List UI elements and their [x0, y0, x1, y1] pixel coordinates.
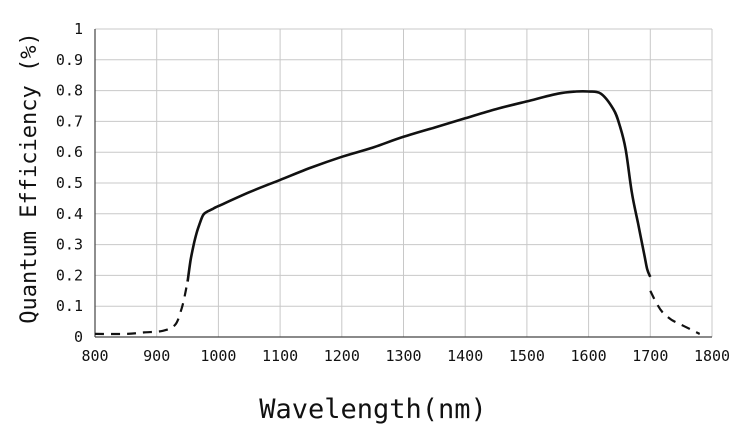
- dashed-series-line-2: [649, 290, 701, 335]
- axes: [94, 29, 712, 338]
- series-group: [94, 89, 701, 336]
- y-tick-label: 0.7: [56, 112, 83, 130]
- y-tick-label: 0.2: [56, 266, 83, 284]
- x-tick-label: 1200: [324, 347, 360, 365]
- x-tick-label: 1800: [694, 347, 730, 365]
- y-tick-label: 0.1: [56, 297, 83, 315]
- x-tick-label: 1600: [571, 347, 607, 365]
- solid-series-line: [186, 89, 652, 282]
- x-tick-label: 1300: [385, 347, 421, 365]
- dashed-series-line-1: [94, 281, 189, 336]
- x-tick-label: 1100: [262, 347, 298, 365]
- y-tick-label: 0.3: [56, 236, 83, 254]
- x-tick-label: 1500: [509, 347, 545, 365]
- y-tick-label: 0.6: [56, 143, 83, 161]
- y-axis-title: Quantum Efficiency (%): [17, 32, 42, 323]
- tick-labels: 800 900 1000 1100 1200 1300 1400 1500 1600 1700 18…: [56, 20, 730, 365]
- x-axis-title: Wavelength(nm): [259, 394, 487, 425]
- x-tick-label: 1000: [200, 347, 236, 365]
- grid: [95, 28, 713, 337]
- x-tick-label: 900: [143, 347, 170, 365]
- x-tick-label: 800: [81, 347, 108, 365]
- x-tick-label: 1700: [632, 347, 668, 365]
- y-tick-label: 0: [74, 328, 83, 346]
- y-tick-label: 0.4: [56, 205, 83, 223]
- y-tick-label: 1: [74, 20, 83, 38]
- x-tick-label: 1400: [447, 347, 483, 365]
- y-tick-label: 0.5: [56, 174, 83, 192]
- y-tick-label: 0.9: [56, 51, 83, 69]
- y-tick-label: 0.8: [56, 82, 83, 100]
